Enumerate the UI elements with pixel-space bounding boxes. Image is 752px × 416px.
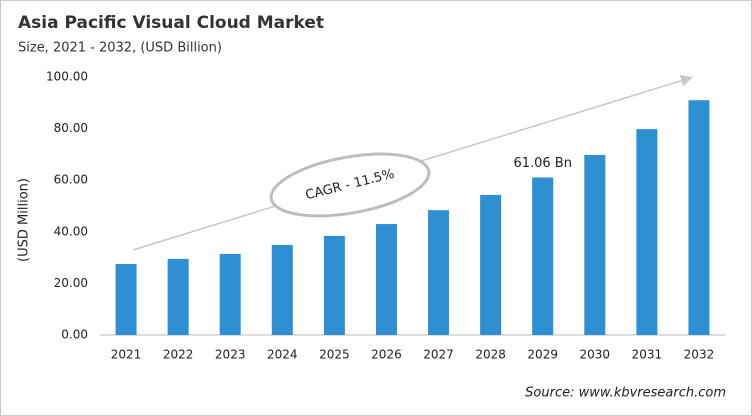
x-tick-label: 2032 [684, 348, 715, 362]
chart-title: Asia Pacific Visual Cloud Market [18, 13, 324, 33]
y-tick-label: 0.00 [61, 328, 88, 342]
x-tick-label: 2021 [111, 348, 142, 362]
bar [167, 258, 189, 335]
x-tick-label: 2028 [475, 348, 506, 362]
bar [428, 210, 450, 335]
y-tick-label: 100.00 [46, 70, 88, 84]
x-tick-label: 2031 [632, 348, 663, 362]
bar [115, 264, 137, 335]
y-axis-label: (USD Million) [17, 178, 32, 262]
bar [636, 129, 658, 335]
bar [271, 244, 293, 335]
chart-subtitle: Size, 2021 - 2032, (USD Billion) [18, 41, 222, 56]
bar [688, 100, 710, 335]
bar [480, 194, 502, 335]
bar [323, 235, 345, 335]
y-tick-label: 40.00 [54, 224, 88, 238]
y-tick-label: 80.00 [54, 121, 88, 135]
source: Source: www.kbvresearch.com [525, 386, 726, 401]
x-tick-label: 2023 [215, 348, 246, 362]
y-tick-label: 60.00 [54, 173, 88, 187]
x-tick-label: 2024 [267, 348, 298, 362]
x-tick-label: 2030 [580, 348, 611, 362]
bar [532, 177, 554, 335]
bar [219, 253, 241, 335]
x-tick-label: 2022 [163, 348, 194, 362]
bar [584, 154, 606, 335]
bar [375, 224, 397, 335]
x-tick-label: 2029 [527, 348, 558, 362]
x-tick-label: 2027 [423, 348, 454, 362]
annotation-ellipse [269, 152, 431, 218]
y-tick-label: 20.00 [54, 276, 88, 290]
data-label: 61.06 Bn [513, 156, 572, 171]
x-tick-label: 2026 [371, 348, 402, 362]
x-tick-label: 2025 [319, 348, 350, 362]
